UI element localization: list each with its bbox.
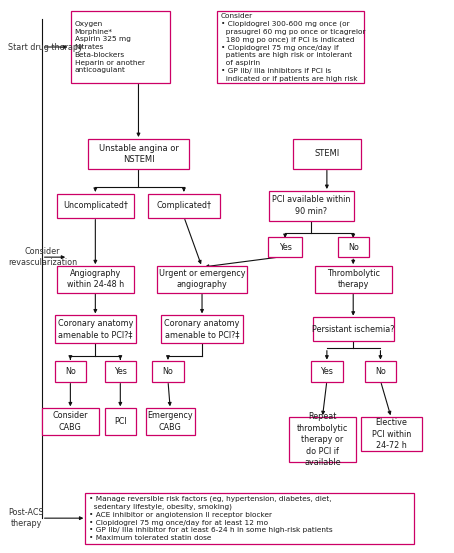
FancyBboxPatch shape <box>361 417 422 451</box>
Text: Repeat
thrombolytic
therapy or
do PCI if
available: Repeat thrombolytic therapy or do PCI if… <box>296 412 348 467</box>
FancyBboxPatch shape <box>42 408 99 435</box>
Text: Start drug therapy: Start drug therapy <box>8 43 83 51</box>
FancyBboxPatch shape <box>338 237 369 258</box>
Text: Urgent or emergency
angiography: Urgent or emergency angiography <box>159 269 245 289</box>
Text: No: No <box>375 367 386 376</box>
FancyBboxPatch shape <box>315 266 392 293</box>
FancyBboxPatch shape <box>313 317 394 341</box>
Text: Elective
PCI within
24-72 h: Elective PCI within 24-72 h <box>372 418 411 450</box>
Text: Angiography
within 24-48 h: Angiography within 24-48 h <box>67 269 124 289</box>
Text: Oxygen
Morphine*
Aspirin 325 mg
Nitrates
Beta-blockers
Heparin or another
antico: Oxygen Morphine* Aspirin 325 mg Nitrates… <box>75 21 145 73</box>
Text: Unstable angina or
NSTEMI: Unstable angina or NSTEMI <box>99 144 178 164</box>
Text: No: No <box>163 367 173 376</box>
Text: PCI: PCI <box>114 417 127 426</box>
Text: Yes: Yes <box>321 367 333 376</box>
FancyBboxPatch shape <box>269 191 355 221</box>
FancyBboxPatch shape <box>293 139 360 169</box>
Text: Yes: Yes <box>279 243 291 252</box>
Text: Yes: Yes <box>114 367 127 376</box>
FancyBboxPatch shape <box>268 237 302 258</box>
Text: • Manage reversible risk factors (eg, hypertension, diabetes, diet,
  sedentary : • Manage reversible risk factors (eg, hy… <box>89 495 333 541</box>
FancyBboxPatch shape <box>57 266 134 293</box>
FancyBboxPatch shape <box>289 417 356 462</box>
FancyBboxPatch shape <box>146 408 195 435</box>
Text: No: No <box>65 367 76 376</box>
FancyBboxPatch shape <box>105 408 136 435</box>
FancyBboxPatch shape <box>55 315 136 343</box>
Text: Uncomplicated†: Uncomplicated† <box>63 201 128 210</box>
Text: PCI available within
90 min?: PCI available within 90 min? <box>272 196 350 216</box>
Text: Coronary anatomy
amenable to PCI?‡: Coronary anatomy amenable to PCI?‡ <box>58 319 133 339</box>
Text: Consider
• Clopidogrel 300-600 mg once (or
  prasugrel 60 mg po once or ticagrel: Consider • Clopidogrel 300-600 mg once (… <box>221 13 365 81</box>
Text: Complicated†: Complicated† <box>156 201 212 210</box>
FancyBboxPatch shape <box>85 493 414 544</box>
FancyBboxPatch shape <box>365 362 396 382</box>
Text: Coronary anatomy
amenable to PCI?‡: Coronary anatomy amenable to PCI?‡ <box>164 319 240 339</box>
Text: Post-ACS
therapy: Post-ACS therapy <box>8 508 44 528</box>
Text: Thrombolytic
therapy: Thrombolytic therapy <box>327 269 380 289</box>
FancyBboxPatch shape <box>148 194 220 218</box>
FancyBboxPatch shape <box>71 12 170 82</box>
Text: Consider
revascularization: Consider revascularization <box>8 247 77 267</box>
FancyBboxPatch shape <box>153 362 183 382</box>
Text: No: No <box>348 243 359 252</box>
FancyBboxPatch shape <box>57 194 134 218</box>
FancyBboxPatch shape <box>162 315 242 343</box>
Text: Emergency
CABG: Emergency CABG <box>148 411 193 431</box>
FancyBboxPatch shape <box>105 362 136 382</box>
Text: STEMI: STEMI <box>314 149 340 158</box>
FancyBboxPatch shape <box>55 362 86 382</box>
FancyBboxPatch shape <box>217 12 364 82</box>
Text: Consider
CABG: Consider CABG <box>53 411 88 431</box>
FancyBboxPatch shape <box>311 362 342 382</box>
Text: Persistant ischemia?: Persistant ischemia? <box>312 325 395 333</box>
FancyBboxPatch shape <box>88 139 189 169</box>
FancyBboxPatch shape <box>157 266 247 293</box>
